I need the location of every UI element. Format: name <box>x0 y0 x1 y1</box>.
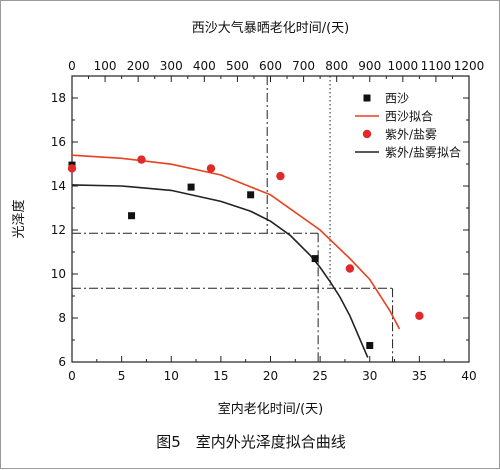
top-tick-label: 600 <box>259 59 282 73</box>
y-tick-label: 6 <box>58 355 66 369</box>
legend-label: 西沙 <box>385 92 409 106</box>
series-fit-line <box>71 154 401 330</box>
data-point-circle <box>206 164 216 173</box>
x-tick-label: 20 <box>263 369 278 383</box>
x-axis-title: 室内老化时间/(天) <box>218 401 324 417</box>
x-tick-label: 40 <box>461 369 476 383</box>
legend-label: 紫外/盐雾拟合 <box>385 145 461 160</box>
y-axis-title: 光泽度 <box>11 199 27 238</box>
legend-label: 紫外/盐雾 <box>385 128 437 142</box>
legend-marker-circle <box>362 129 372 139</box>
y-tick-label: 10 <box>51 267 66 281</box>
figure-caption: 图5 室内外光泽度拟合曲线 <box>156 433 346 451</box>
top-tick-label: 500 <box>226 59 249 73</box>
legend-label: 西沙拟合 <box>385 109 433 124</box>
x-tick-label: 0 <box>68 369 76 383</box>
data-point-circle <box>137 155 146 164</box>
y-tick-label: 18 <box>51 91 66 105</box>
x-tick-label: 35 <box>412 369 427 383</box>
top-axis-title: 西沙大气暴晒老化时间/(天) <box>192 20 350 36</box>
data-point-square <box>187 183 195 191</box>
y-tick-label: 16 <box>51 135 66 149</box>
top-tick-label: 1000 <box>388 59 419 73</box>
data-point-square <box>247 191 255 199</box>
top-tick-label: 1100 <box>421 59 452 73</box>
x-tick-label: 5 <box>118 369 126 383</box>
data-point-square <box>311 255 319 263</box>
x-tick-label: 15 <box>213 369 228 383</box>
data-point-square <box>128 212 136 220</box>
top-tick-label: 700 <box>292 59 315 73</box>
y-tick-label: 12 <box>51 223 66 237</box>
top-tick-label: 900 <box>358 59 381 73</box>
y-tick-label: 8 <box>58 311 66 325</box>
top-tick-label: 1200 <box>454 59 485 73</box>
x-tick-label: 30 <box>362 369 377 383</box>
top-tick-label: 100 <box>94 59 117 73</box>
top-tick-label: 200 <box>127 59 150 73</box>
data-point-circle <box>67 164 77 173</box>
top-tick-label: 800 <box>325 59 348 73</box>
data-point-circle <box>276 171 285 181</box>
data-point-circle <box>415 311 424 320</box>
legend-marker-square <box>363 94 371 102</box>
data-point-circle <box>345 264 355 273</box>
series-fit-line <box>71 184 369 358</box>
top-tick-label: 400 <box>193 59 216 73</box>
top-tick-label: 0 <box>68 59 76 73</box>
top-tick-label: 300 <box>160 59 183 73</box>
x-tick-label: 10 <box>164 369 179 383</box>
y-tick-label: 14 <box>51 179 66 193</box>
x-tick-label: 25 <box>312 369 327 383</box>
data-point-square <box>366 342 374 349</box>
